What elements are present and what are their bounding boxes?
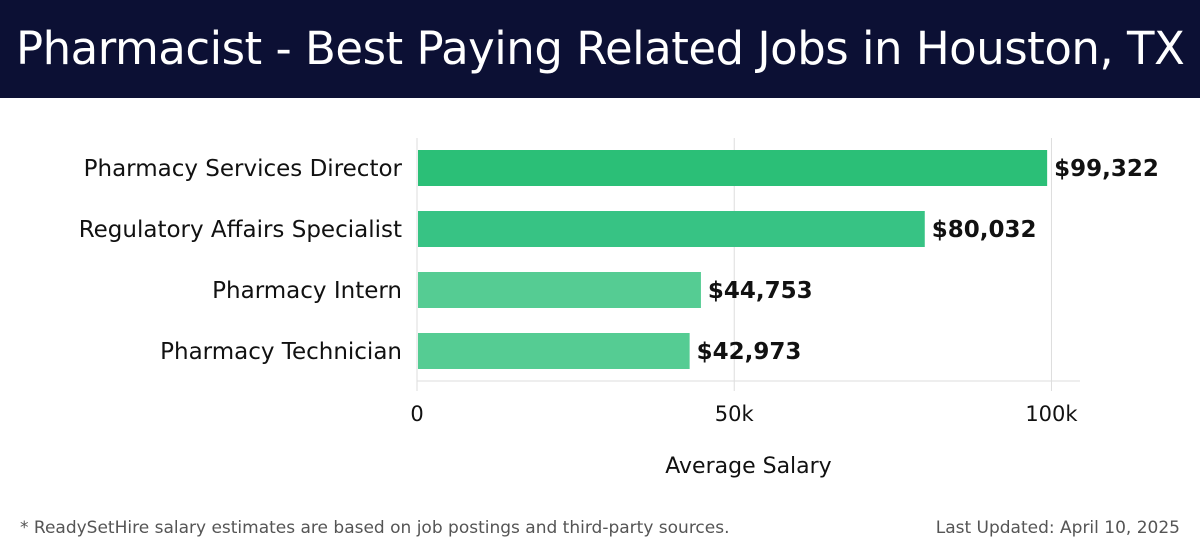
x-axis-ticks: 0 50k 100k: [410, 402, 1078, 426]
bar: [418, 333, 690, 369]
category-labels: Pharmacy Services Director Regulatory Aff…: [79, 156, 403, 365]
category-label: Pharmacy Services Director: [84, 156, 403, 182]
category-label: Regulatory Affairs Specialist: [79, 217, 402, 243]
category-label: Pharmacy Technician: [160, 339, 402, 365]
value-label: $99,322: [1054, 156, 1159, 182]
tick-label: 100k: [1025, 402, 1078, 426]
bar: [418, 150, 1048, 186]
header-bar: Pharmacist - Best Paying Related Jobs in…: [0, 0, 1200, 98]
footnote: * ReadySetHire salary estimates are base…: [20, 518, 730, 538]
bars: [418, 150, 1048, 369]
value-label: $42,973: [697, 339, 802, 365]
bar-chart: Pharmacy Services Director Regulatory Aff…: [79, 138, 1159, 479]
value-label: $80,032: [932, 217, 1037, 243]
page-title: Pharmacist - Best Paying Related Jobs in…: [16, 22, 1185, 75]
value-label: $44,753: [708, 278, 813, 304]
value-labels: $99,322 $80,032 $44,753 $42,973: [697, 156, 1159, 365]
bar: [418, 272, 701, 308]
last-updated: Last Updated: April 10, 2025: [935, 518, 1180, 538]
tick-label: 50k: [715, 402, 755, 426]
category-label: Pharmacy Intern: [212, 278, 402, 304]
bar: [418, 211, 925, 247]
x-axis-title: Average Salary: [665, 454, 831, 479]
tick-label: 0: [410, 402, 423, 426]
